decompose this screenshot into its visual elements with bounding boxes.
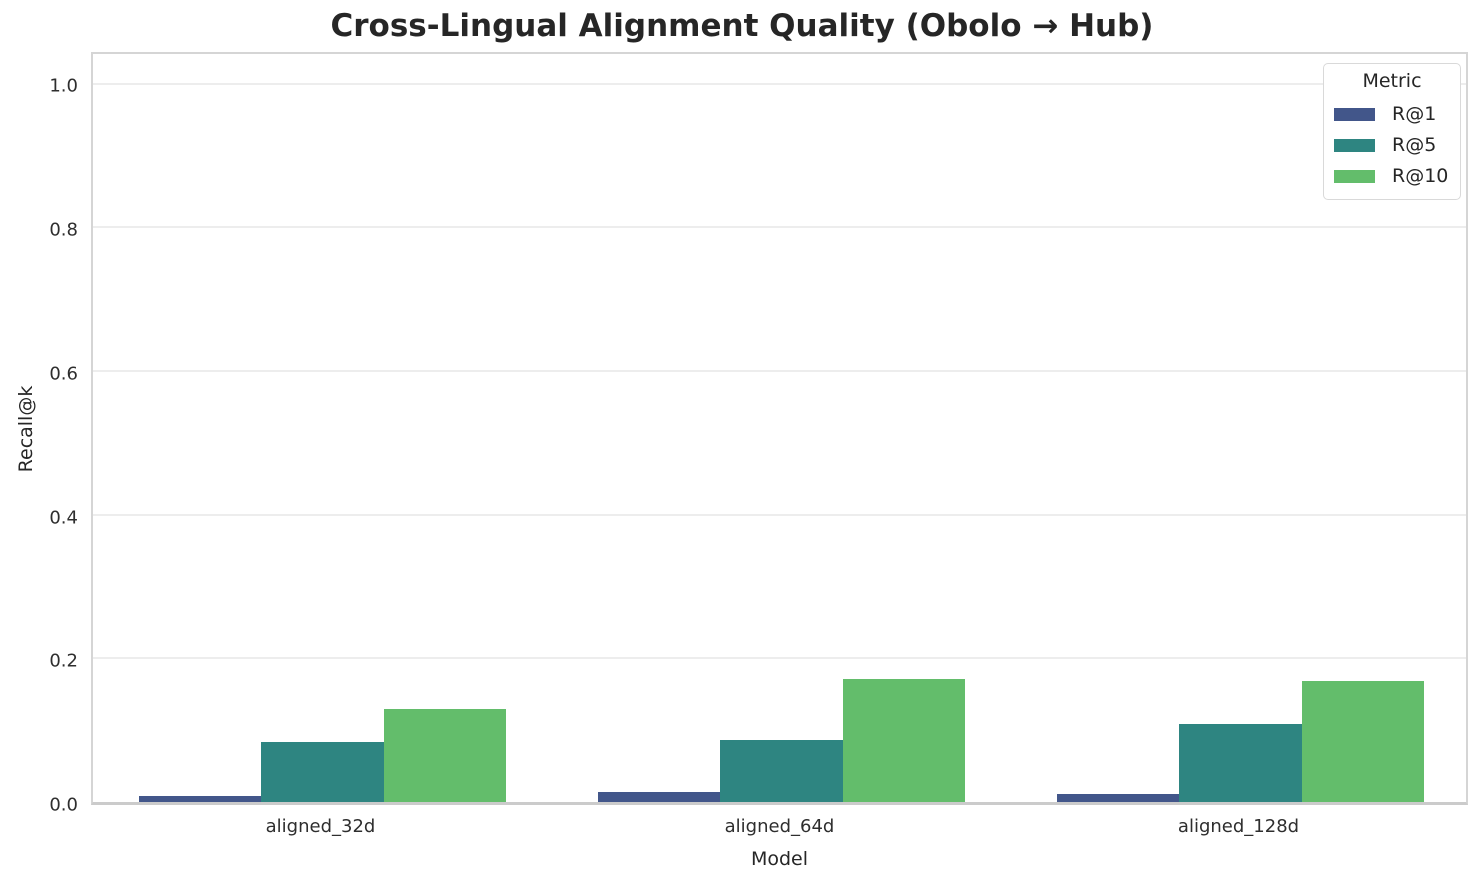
chart-title: Cross-Lingual Alignment Quality (Obolo →… — [330, 8, 1154, 44]
y-tick-label: 0.0 — [49, 794, 78, 816]
legend-item: R@10 — [1334, 166, 1460, 186]
x-tick-label: aligned_32d — [265, 816, 376, 837]
gridline — [93, 513, 1466, 516]
x-axis-label: Model — [750, 848, 809, 870]
x-tick-label: aligned_64d — [724, 816, 835, 837]
y-tick-label: 1.0 — [49, 75, 78, 97]
legend-item-label: R@10 — [1392, 165, 1449, 187]
gridline — [93, 82, 1466, 85]
y-tick-label: 0.2 — [49, 650, 78, 672]
legend-swatch-icon — [1334, 138, 1375, 152]
legend-item-label: R@5 — [1392, 134, 1437, 156]
bars-layer — [93, 54, 1466, 802]
legend-items: R@1 R@5 R@10 — [1324, 104, 1460, 186]
legend-swatch-icon — [1334, 107, 1375, 121]
legend-swatch-icon — [1334, 169, 1375, 183]
legend: Metric R@1 R@5 R@10 — [1323, 63, 1461, 200]
legend-item: R@5 — [1334, 135, 1460, 155]
gridline — [93, 226, 1466, 229]
gridline — [93, 657, 1466, 660]
bar — [720, 739, 843, 802]
plot-area — [91, 52, 1468, 805]
gridline — [93, 369, 1466, 372]
legend-item: R@1 — [1334, 104, 1460, 124]
bar — [597, 791, 721, 802]
x-tick-label: aligned_128d — [1177, 816, 1300, 837]
bar — [383, 708, 507, 802]
bar — [138, 796, 262, 802]
y-axis-ticks: 0.0 0.2 0.4 0.6 0.8 1.0 — [0, 52, 78, 816]
bar — [1056, 794, 1180, 802]
bar — [261, 742, 384, 802]
bar — [1301, 680, 1425, 802]
bar — [1179, 724, 1302, 802]
y-tick-label: 0.6 — [49, 363, 78, 385]
y-tick-label: 0.8 — [49, 219, 78, 241]
legend-title: Metric — [1362, 70, 1422, 92]
y-tick-label: 0.4 — [49, 507, 78, 529]
bar — [842, 679, 966, 802]
legend-item-label: R@1 — [1392, 103, 1437, 125]
